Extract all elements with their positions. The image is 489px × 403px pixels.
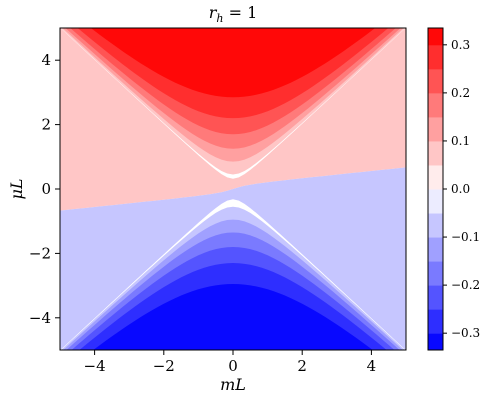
contour-band-lower <box>93 283 373 350</box>
colorbar-segment <box>428 237 443 262</box>
colorbar-tick-label: −0.2 <box>451 278 480 292</box>
y-tick-label: −4 <box>29 309 51 327</box>
colorbar-segment <box>428 213 443 238</box>
heatmap-area <box>60 28 406 350</box>
colorbar-tick-label: −0.3 <box>451 326 480 340</box>
chart-title: rh = 1 <box>209 3 258 25</box>
y-tick-label: 4 <box>41 51 51 69</box>
colorbar-tick-label: 0.1 <box>451 134 470 148</box>
title-rest: = 1 <box>223 3 257 22</box>
y-tick-label: 0 <box>41 180 51 198</box>
colorbar-segment <box>428 140 443 166</box>
colorbar-tick-label: 0.0 <box>451 182 470 196</box>
colorbar-segment <box>428 92 443 118</box>
y-axis-label: μL <box>7 178 26 199</box>
colorbar-segment <box>428 189 443 214</box>
colorbar-segment <box>428 44 443 70</box>
y-axis: −4 −2 0 2 4 <box>29 51 60 327</box>
colorbar-segment <box>428 68 443 94</box>
x-tick-label: −4 <box>84 357 106 375</box>
x-tick-label: −2 <box>153 357 175 375</box>
colorbar-segment <box>428 116 443 142</box>
colorbar-segment <box>428 261 443 286</box>
y-tick-label: 2 <box>41 116 51 134</box>
colorbar-segment <box>428 285 443 310</box>
x-axis-label: mL <box>220 375 246 394</box>
colorbar-tick-label: 0.3 <box>451 38 470 52</box>
x-tick-label: 4 <box>367 357 377 375</box>
colorbar-segment <box>428 164 443 190</box>
colorbar-tick-label: −0.1 <box>451 230 480 244</box>
x-axis: −4 −2 0 2 4 <box>84 350 377 375</box>
colorbar-segment <box>428 28 443 46</box>
colorbar: −0.3 −0.2 −0.1 0.0 0.1 0.2 0.3 <box>427 27 480 351</box>
colorbar-segment <box>428 333 443 351</box>
y-tick-label: −2 <box>29 244 51 262</box>
title-sub: h <box>216 12 223 25</box>
colorbar-tick-label: 0.2 <box>451 86 470 100</box>
x-tick-label: 2 <box>297 357 307 375</box>
colorbar-segment <box>428 309 443 334</box>
contour-band-upper <box>90 28 376 98</box>
x-tick-label: 0 <box>228 357 238 375</box>
title-var: r <box>209 3 218 22</box>
